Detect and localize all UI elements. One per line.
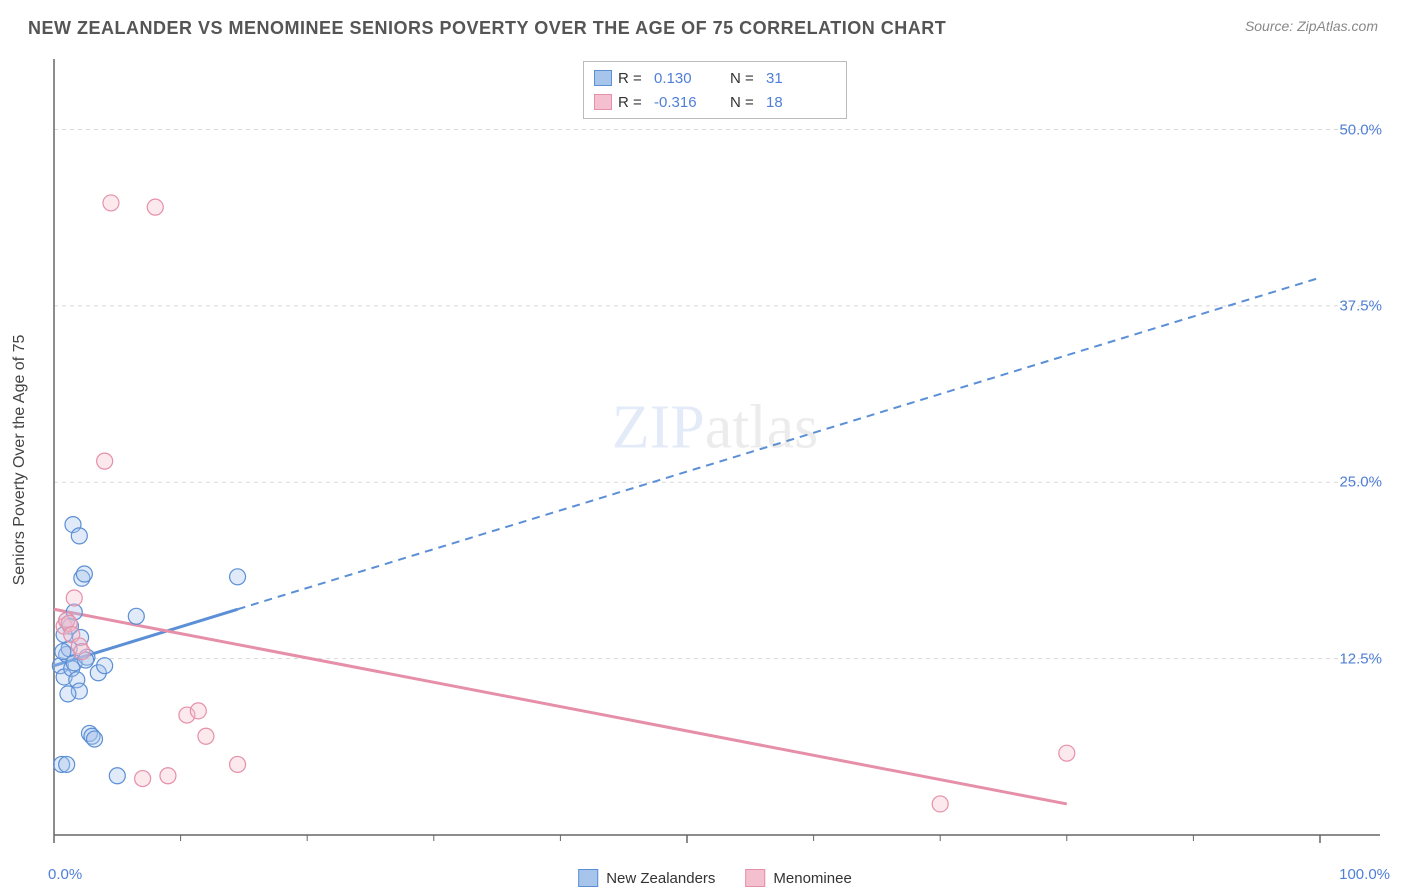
legend-row-2: R = -0.316 N = 18 [594,90,836,114]
y-tick-label: 12.5% [1339,650,1382,667]
legend-swatch-1 [594,70,612,86]
source-label: Source: [1245,18,1293,34]
chart-container: Seniors Poverty Over the Age of 75 ZIPat… [50,55,1380,865]
n-label: N = [730,70,760,87]
legend-label-2: Menominee [773,870,851,887]
source-name: ZipAtlas.com [1297,18,1378,34]
legend-swatch-nz [578,869,598,887]
legend-item-1: New Zealanders [578,869,715,887]
n-value-1: 31 [766,70,836,87]
series-legend: New Zealanders Menominee [578,869,852,887]
source-credit: Source: ZipAtlas.com [1245,18,1378,34]
y-axis-label: Seniors Poverty Over the Age of 75 [11,335,29,586]
r-label: R = [618,70,648,87]
x-tick-label: 100.0% [1339,866,1390,883]
y-tick-label: 50.0% [1339,121,1382,138]
n-value-2: 18 [766,94,836,111]
correlation-legend: R = 0.130 N = 31 R = -0.316 N = 18 [583,61,847,119]
scatter-plot [50,55,1380,865]
legend-item-2: Menominee [745,869,851,887]
n-label-2: N = [730,94,760,111]
r-value-2: -0.316 [654,94,724,111]
r-value-1: 0.130 [654,70,724,87]
y-tick-label: 25.0% [1339,474,1382,491]
legend-swatch-2 [594,94,612,110]
chart-title: NEW ZEALANDER VS MENOMINEE SENIORS POVER… [28,18,946,39]
legend-row-1: R = 0.130 N = 31 [594,66,836,90]
x-tick-label: 0.0% [48,866,82,883]
legend-swatch-menominee [745,869,765,887]
y-tick-label: 37.5% [1339,297,1382,314]
r-label-2: R = [618,94,648,111]
legend-label-1: New Zealanders [606,870,715,887]
